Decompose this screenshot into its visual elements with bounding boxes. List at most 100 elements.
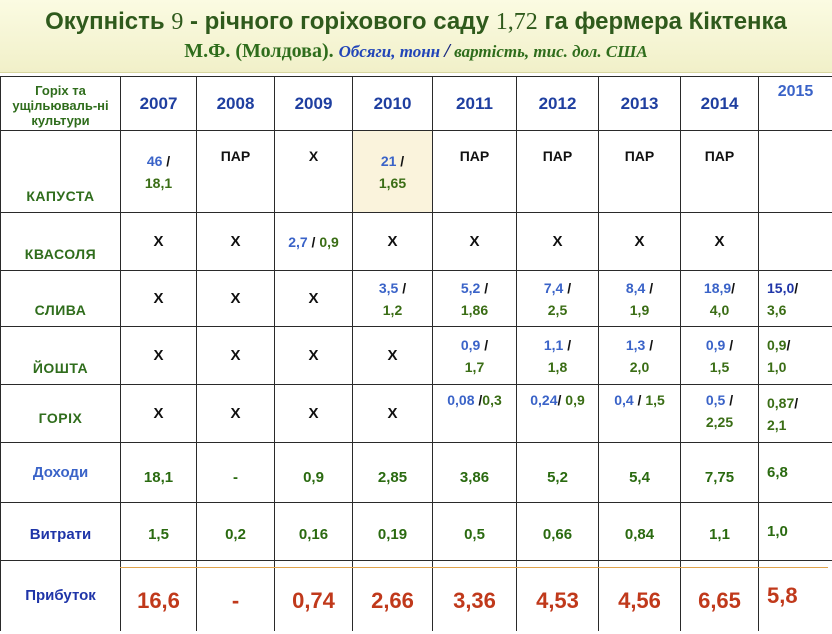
cell-2013: 0,4 / 1,5	[598, 384, 681, 443]
title-number: 1,72	[495, 9, 538, 35]
value: 2,0	[629, 358, 650, 375]
row-label: Доходи	[0, 442, 121, 503]
cell-2015	[758, 130, 832, 213]
cell-2013: 4,56	[598, 560, 681, 631]
volume: 3,5	[378, 279, 399, 296]
payback-table: Горіх та ущільюваль-ні культури 2007 200…	[0, 76, 832, 631]
cell-2010: 0,19	[352, 502, 433, 561]
value: 1,5	[645, 392, 665, 408]
cell-2007: 1,5	[120, 502, 197, 561]
cell-2014: Х	[680, 212, 759, 271]
cell-2012: 5,2	[516, 442, 599, 503]
cell-2015	[758, 212, 832, 271]
cell-2012: 0,66	[516, 502, 599, 561]
year-2010: 2010	[352, 76, 433, 131]
title-text: - річного горіхового саду	[183, 8, 496, 35]
row-beans: КВАСОЛЯ Х Х 2,7 / 0,9 Х Х Х Х Х	[0, 212, 832, 271]
cell-2007: Х	[120, 270, 197, 327]
row-label: Витрати	[0, 502, 121, 561]
row-costs: Витрати 1,5 0,2 0,16 0,19 0,5 0,66 0,84 …	[0, 502, 832, 561]
cell-2015: 1,0	[758, 502, 832, 561]
year-2007: 2007	[120, 76, 197, 131]
cell-2007: 46 / 18,1	[120, 130, 197, 213]
year-2011: 2011	[432, 76, 517, 131]
volume: 0,24	[530, 392, 558, 408]
year-2008: 2008	[196, 76, 275, 131]
cell-2008: 0,2	[196, 502, 275, 561]
volume: 0,9	[767, 336, 787, 353]
cell-2010: 2,85	[352, 442, 433, 503]
row-plum: СЛИВА Х Х Х 3,5 /1,2 5,2 /1,86 7,4 /2,5 …	[0, 270, 832, 327]
cell-2013: Х	[598, 212, 681, 271]
cell-2011: 3,86	[432, 442, 517, 503]
cell-2007: Х	[120, 212, 197, 271]
value: 0,9	[319, 233, 339, 250]
cell-2011: 3,36	[432, 560, 517, 631]
cell-2009: Х	[274, 384, 353, 443]
sep: /	[307, 233, 320, 250]
row-label: Прибуток	[0, 560, 121, 631]
volume: 1,3	[625, 336, 646, 353]
cell-2011: 0,5	[432, 502, 517, 561]
row-label: КВАСОЛЯ	[0, 212, 121, 271]
value: 0,3	[482, 392, 502, 408]
cell-2014: 7,75	[680, 442, 759, 503]
cell-2011: ПАР	[432, 130, 517, 213]
value: 1,7	[464, 358, 485, 375]
cell-2013: 0,84	[598, 502, 681, 561]
cell-2011: Х	[432, 212, 517, 271]
volume: 7,4	[543, 279, 564, 296]
volume: 46	[146, 152, 163, 169]
value: 1,5	[709, 358, 730, 375]
volume: 8,4	[625, 279, 646, 296]
sep: /	[396, 152, 405, 169]
cell-2008: ПАР	[196, 130, 275, 213]
cell-2011: 0,08 /0,3	[432, 384, 517, 443]
cell-2012: 0,24/ 0,9	[516, 384, 599, 443]
volume: 2,7	[288, 233, 308, 250]
row-label: ГОРІХ	[0, 384, 121, 443]
row-label: ЙОШТА	[0, 326, 121, 385]
sep: /	[162, 152, 171, 169]
cell-2012: 4,53	[516, 560, 599, 631]
title-line-2: М.Ф. (Молдова). Обсяги, тонн / вартість,…	[0, 40, 832, 63]
volume: 0,5	[705, 392, 726, 408]
cell-2010: Х	[352, 326, 433, 385]
cell-2009: Х	[274, 270, 353, 327]
cell-2014: 0,9 /1,5	[680, 326, 759, 385]
value: 1,8	[547, 358, 568, 375]
year-2015: 2015	[758, 76, 832, 131]
volume: 0,9	[705, 336, 726, 353]
cell-2009: Х	[274, 130, 353, 213]
value: 3,6	[767, 301, 787, 318]
cell-2008: Х	[196, 270, 275, 327]
row-label: СЛИВА	[0, 270, 121, 327]
cell-2009: 0,9	[274, 442, 353, 503]
value: 1,0	[767, 358, 787, 375]
cell-2015: 0,87/2,1	[758, 384, 832, 443]
cell-2015: 15,0/3,6	[758, 270, 832, 327]
year-2014: 2014	[680, 76, 759, 131]
cell-2012: 7,4 /2,5	[516, 270, 599, 327]
cell-2015: 0,9/1,0	[758, 326, 832, 385]
volume: 15,0	[767, 279, 795, 296]
value: 1,86	[460, 301, 489, 318]
cell-2015: 6,8	[758, 442, 832, 503]
year-2013: 2013	[598, 76, 681, 131]
cell-2010: 21 / 1,65	[352, 130, 433, 213]
cell-2008: Х	[196, 326, 275, 385]
row-cabbage: КАПУСТА 46 /18,1 ПАР Х 21 /1,65 ПАР ПАР …	[0, 130, 832, 213]
value: 18,1	[144, 174, 173, 191]
value: 2,1	[767, 416, 787, 433]
cell-2011: 0,9 /1,7	[432, 326, 517, 385]
cell-2008: Х	[196, 384, 275, 443]
units-volume: Обсяги, тонн	[338, 42, 445, 61]
cell-2014: 6,65	[680, 560, 759, 631]
row-label: КАПУСТА	[0, 130, 121, 213]
volume: 1,1	[543, 336, 564, 353]
value: 0,9	[565, 392, 585, 408]
cell-2014: ПАР	[680, 130, 759, 213]
cell-2009: Х	[274, 326, 353, 385]
volume: 18,9	[703, 279, 732, 296]
header-row: Горіх та ущільюваль-ні культури 2007 200…	[0, 76, 832, 131]
